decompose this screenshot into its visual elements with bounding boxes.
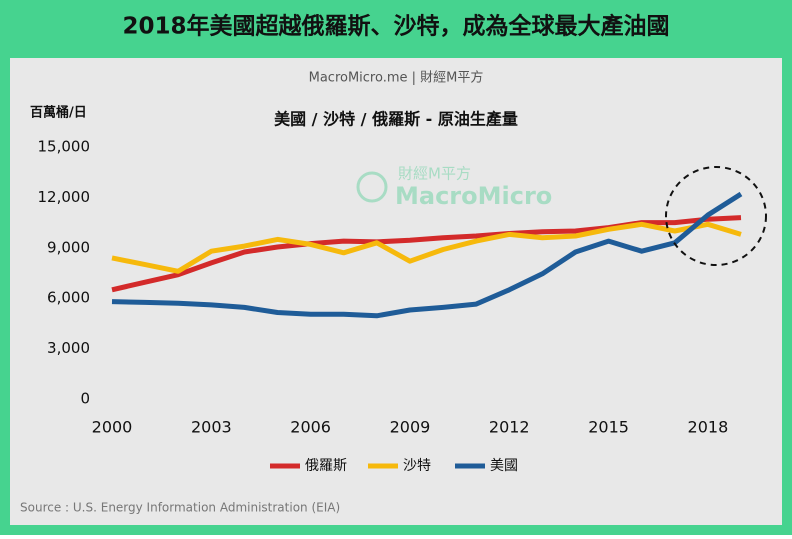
watermark: MacroMicro — [395, 182, 552, 210]
series-line — [111, 191, 743, 319]
series-line — [111, 221, 742, 274]
y-tick-label: 3,000 — [47, 339, 90, 357]
x-tick-label: 2006 — [290, 418, 331, 437]
highlight-circle — [665, 166, 767, 266]
y-tick-label: 6,000 — [47, 289, 90, 307]
y-tick-label: 9,000 — [47, 238, 90, 256]
x-tick-label: 2012 — [489, 418, 530, 437]
legend-label: 俄羅斯 — [305, 458, 347, 474]
panel — [10, 58, 782, 525]
source: Source : U.S. Energy Information Adminis… — [20, 501, 340, 515]
x-tick-label: 2015 — [588, 418, 629, 437]
subtitle: 美國 / 沙特 / 俄羅斯 - 原油生產量 — [274, 110, 518, 129]
y-axis-label: 百萬桶/日 — [30, 105, 87, 121]
x-tick-label: 2009 — [390, 418, 431, 437]
y-tick-label: 12,000 — [38, 188, 91, 206]
y-tick-label: 15,000 — [38, 138, 91, 156]
x-tick-label: 2000 — [92, 418, 133, 437]
x-tick-label: 2018 — [688, 418, 729, 437]
x-tick-label: 2003 — [191, 418, 232, 437]
legend-label: 沙特 — [403, 458, 431, 474]
watermark: 財經M平方 — [398, 165, 471, 183]
watermark-logo — [356, 171, 388, 203]
site-label: MacroMicro.me | 財經M平方 — [309, 70, 484, 86]
y-tick-label: 0 — [80, 390, 90, 408]
legend-label: 美國 — [490, 458, 518, 474]
chart-title: 2018年美國超越俄羅斯、沙特，成為全球最大產油國 — [122, 13, 669, 40]
plot: 0 3,000 6,000 9,000 12,000 15,000 2000 2003 2006… — [38, 138, 743, 474]
